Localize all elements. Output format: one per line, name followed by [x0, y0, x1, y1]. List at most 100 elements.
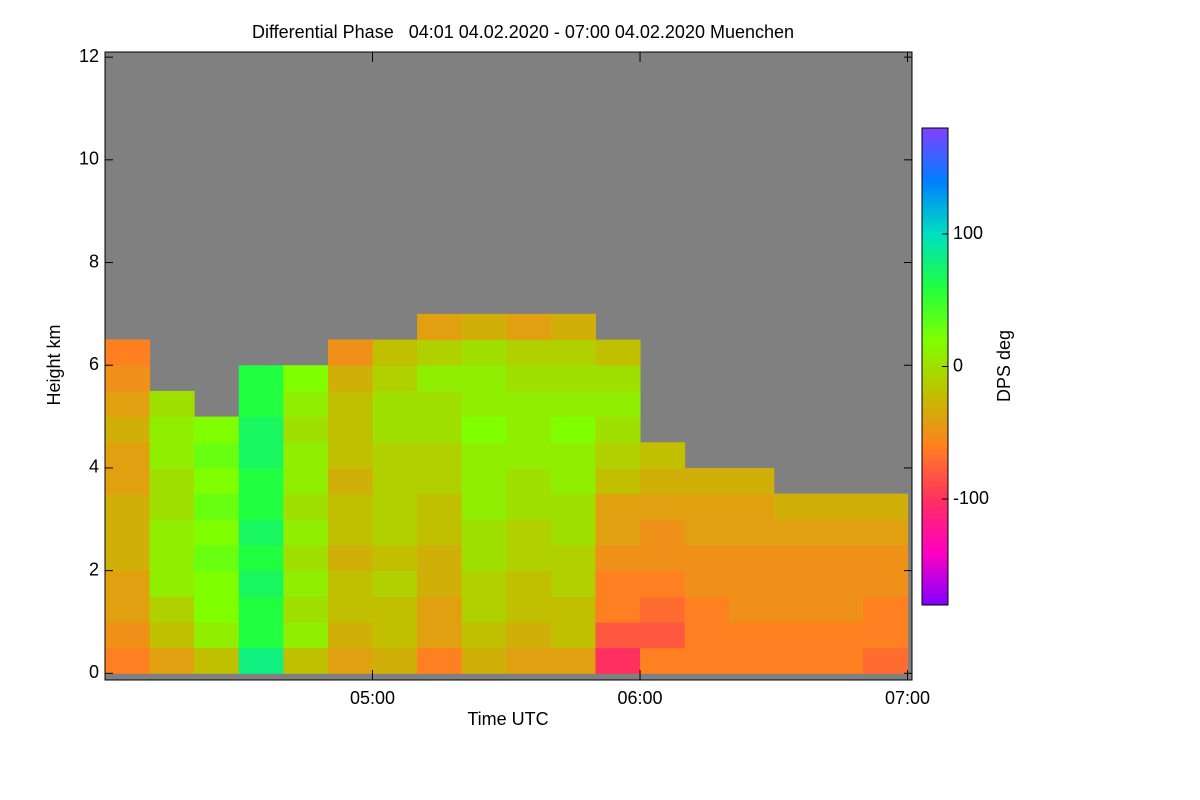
colorbar-segment [922, 410, 948, 415]
heatmap-cell [417, 365, 463, 392]
colorbar-segment [922, 155, 948, 161]
heatmap-cell [595, 519, 641, 546]
heatmap-cell [194, 493, 240, 520]
heatmap-cell [595, 570, 641, 597]
heatmap-cell [506, 596, 552, 623]
colorbar-segment [922, 545, 948, 550]
heatmap-cell [550, 442, 596, 469]
heatmap-cell [105, 596, 151, 623]
colorbar-segment [922, 585, 948, 590]
heatmap-cell [238, 544, 284, 572]
heatmap-cell [283, 416, 329, 443]
colorbar-segment [922, 203, 948, 208]
heatmap-cell [327, 442, 374, 469]
heatmap-cell [105, 390, 151, 418]
heatmap-cell [729, 467, 775, 495]
colorbar-segment [922, 453, 948, 459]
heatmap-cell [105, 519, 151, 546]
colorbar-segment [922, 382, 948, 387]
heatmap-cell [506, 467, 552, 495]
heatmap-cell [327, 596, 374, 623]
colorbar-segment [922, 422, 948, 427]
colorbar-segment [922, 175, 948, 181]
colorbar-segment [922, 191, 948, 197]
colorbar-segment [922, 143, 948, 149]
colorbar-segment [922, 342, 948, 348]
heatmap-cell [327, 467, 374, 495]
colorbar-segment [922, 135, 948, 141]
colorbar-segment [922, 601, 948, 606]
colorbar-segment [922, 163, 948, 169]
heatmap-cell [550, 570, 596, 597]
heatmap-cell [238, 621, 284, 649]
heatmap-cell [149, 570, 195, 597]
colorbar-segment [922, 195, 948, 201]
heatmap-cell [729, 570, 775, 597]
heatmap-cell [327, 570, 374, 597]
heatmap-cell [550, 519, 596, 546]
colorbar-segment [922, 573, 948, 578]
heatmap-cell [461, 493, 507, 520]
colorbar-segment [922, 489, 948, 495]
heatmap-cell [372, 365, 418, 392]
heatmap-cell [194, 570, 240, 597]
colorbar-segment [922, 457, 948, 463]
colorbar-tick-label: -100 [953, 488, 989, 508]
heatmap-cell [506, 339, 552, 366]
heatmap-cell [684, 570, 730, 597]
heatmap-cell [595, 442, 641, 469]
colorbar-segment [922, 259, 948, 264]
x-tick-label: 05:00 [350, 688, 395, 708]
heatmap-cell [729, 647, 775, 674]
heatmap-cell [327, 647, 374, 674]
heatmap-cell [550, 467, 596, 495]
heatmap-cell [283, 596, 329, 623]
colorbar-segment [922, 398, 948, 403]
heatmap-cell [640, 544, 686, 572]
chart-title: Differential Phase 04:01 04.02.2020 - 07… [252, 22, 794, 42]
heatmap-cell [684, 467, 730, 495]
colorbar-segment [922, 565, 948, 570]
heatmap-cell [773, 621, 819, 649]
heatmap-cell [283, 390, 329, 418]
colorbar-segment [922, 481, 948, 487]
colorbar-tick-label: 0 [953, 355, 963, 375]
heatmap-cell [729, 596, 775, 623]
heatmap-cell [550, 416, 596, 443]
heatmap-cell [105, 621, 151, 649]
heatmap-cell [238, 596, 284, 623]
heatmap-cell [105, 647, 151, 674]
heatmap-cell [818, 596, 864, 623]
heatmap-cell [461, 544, 507, 572]
heatmap-cell [194, 621, 240, 649]
colorbar-segment [922, 358, 948, 364]
heatmap-cell [862, 621, 909, 649]
heatmap-cell [595, 621, 641, 649]
heatmap-cell [550, 647, 596, 674]
colorbar-segment [922, 338, 948, 344]
colorbar-segment [922, 187, 948, 193]
heatmap-cell [327, 365, 374, 392]
heatmap-cell [417, 570, 463, 597]
heatmap-cell [862, 544, 909, 572]
x-axis-label: Time UTC [467, 709, 548, 729]
heatmap-cell [194, 416, 240, 443]
heatmap-cell [372, 570, 418, 597]
colorbar-segment [922, 386, 948, 391]
colorbar-segment [922, 330, 948, 336]
heatmap-cell [684, 519, 730, 546]
y-tick-label: 0 [89, 662, 99, 682]
heatmap-cell [417, 313, 463, 341]
heatmap-cell [372, 467, 418, 495]
colorbar-segment [922, 430, 948, 435]
colorbar-segment [922, 362, 948, 367]
colorbar-segment [922, 589, 948, 594]
heatmap-cell [729, 519, 775, 546]
heatmap-cell [550, 339, 596, 366]
heatmap-cell [773, 647, 819, 674]
colorbar-segment [922, 275, 948, 280]
heatmap-cell [729, 544, 775, 572]
heatmap-cell [640, 621, 686, 649]
plot-frame [104, 51, 913, 681]
